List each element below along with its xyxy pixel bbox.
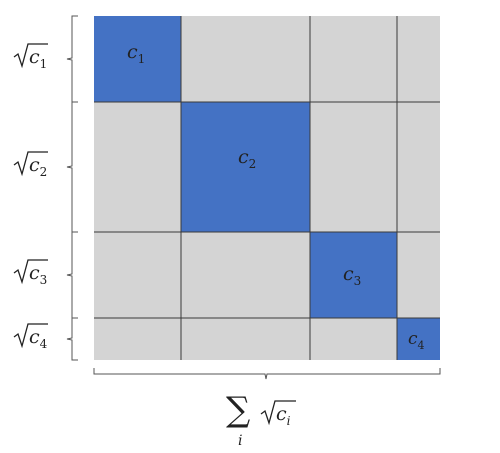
sum-symbol: ∑ <box>226 390 250 430</box>
row-bracket-1 <box>66 15 78 103</box>
block-label-c1: c1 <box>127 41 145 66</box>
sqrt-sign-bottom <box>260 400 296 426</box>
sqrt-sign-4 <box>13 323 48 349</box>
block-c4 <box>397 318 440 360</box>
row-bracket-4 <box>66 317 78 361</box>
sqrt-sign-2 <box>13 151 48 177</box>
sum-index: i <box>238 433 242 449</box>
block-label-c3: c3 <box>343 263 361 288</box>
block-c1 <box>94 16 181 102</box>
row-bracket-3 <box>66 231 78 319</box>
row-label-3: c3 <box>13 259 48 287</box>
svg-text:c4: c4 <box>29 326 48 351</box>
grid-lines <box>94 16 440 360</box>
block-label-c2: c2 <box>238 146 256 171</box>
row-label-1: c1 <box>13 43 48 71</box>
svg-text:c3: c3 <box>29 262 47 287</box>
row-bracket-2 <box>66 101 78 233</box>
row-label-4: c4 <box>13 323 48 351</box>
svg-text:ci: ci <box>276 403 291 428</box>
block-label-c4: c4 <box>408 329 425 352</box>
row-brackets <box>66 15 78 361</box>
block-c3 <box>310 232 397 318</box>
sqrt-sign-1 <box>13 43 48 69</box>
row-label-2: c2 <box>13 151 48 179</box>
block-c2 <box>181 102 310 232</box>
bottom-label: ∑ i ci <box>226 390 296 449</box>
svg-text:c1: c1 <box>29 46 47 71</box>
sqrt-sign-3 <box>13 259 48 285</box>
svg-text:c2: c2 <box>29 154 47 179</box>
bottom-bracket <box>93 368 441 380</box>
